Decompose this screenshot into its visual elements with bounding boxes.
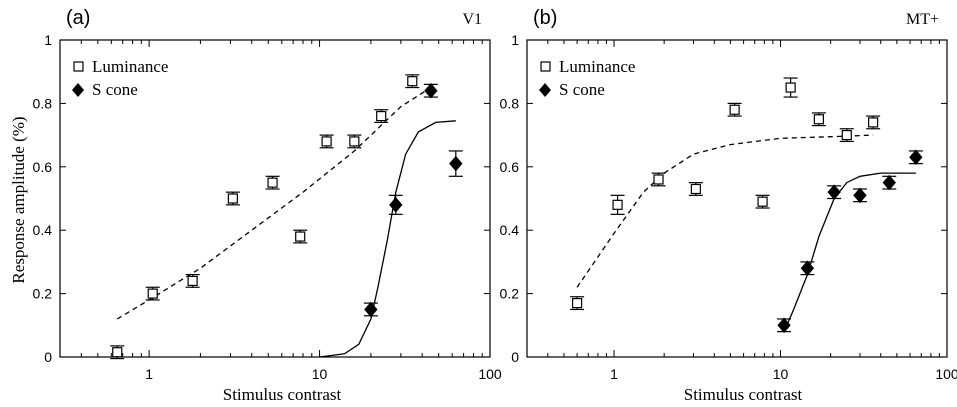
y-tick-label: 0 bbox=[44, 349, 52, 365]
legend-marker-s-cone bbox=[539, 83, 551, 97]
data-point-luminance bbox=[841, 130, 852, 141]
region-label: MT+ bbox=[906, 11, 939, 28]
x-tick-label: 10 bbox=[773, 366, 789, 382]
data-point-luminance bbox=[407, 76, 418, 87]
data-point-luminance bbox=[729, 104, 740, 115]
legend-marker-luminance bbox=[73, 61, 84, 72]
data-point-s-cone bbox=[364, 301, 378, 318]
data-point-luminance bbox=[321, 136, 332, 147]
data-point-luminance bbox=[112, 347, 123, 358]
y-tick-label: 0.4 bbox=[500, 222, 520, 238]
y-tick-label: 0.2 bbox=[500, 286, 520, 302]
data-point-s-cone bbox=[777, 317, 791, 334]
data-point-luminance bbox=[376, 110, 387, 122]
data-point-luminance bbox=[267, 177, 278, 188]
x-axis-title-a: Stimulus contrast bbox=[223, 385, 342, 404]
data-point-luminance bbox=[868, 117, 879, 128]
data-point-s-cone bbox=[424, 82, 438, 99]
data-point-s-cone bbox=[800, 260, 815, 277]
legend-label-luminance: Luminance bbox=[559, 57, 635, 76]
fit-curve-s-cone bbox=[319, 120, 456, 358]
region-label: V1 bbox=[462, 11, 482, 28]
panel-label: (b) bbox=[533, 7, 557, 29]
panel-label: (a) bbox=[66, 7, 90, 29]
legend-marker-luminance bbox=[540, 61, 551, 72]
y-tick-label: 0.4 bbox=[33, 222, 53, 238]
data-point-luminance bbox=[572, 298, 583, 309]
legend-label-s-cone: S cone bbox=[92, 80, 138, 99]
y-tick-label: 1 bbox=[44, 32, 52, 48]
data-point-luminance bbox=[349, 136, 360, 147]
y-tick-label: 0.6 bbox=[33, 159, 53, 175]
data-point-s-cone bbox=[389, 197, 403, 213]
x-tick-label: 100 bbox=[935, 366, 957, 382]
data-point-s-cone bbox=[827, 184, 841, 200]
data-point-luminance bbox=[227, 193, 238, 204]
y-tick-label: 0 bbox=[511, 349, 519, 365]
legend-marker-s-cone bbox=[72, 83, 84, 97]
data-point-s-cone bbox=[449, 155, 463, 172]
x-tick-label: 100 bbox=[478, 366, 502, 382]
data-point-luminance bbox=[187, 275, 198, 287]
panel-a: 0 0.2 0.4 0.6 0.8 1 1 10 100 (a) V1 Luminance S cone bbox=[33, 7, 502, 382]
y-tick-label: 0.8 bbox=[500, 95, 520, 111]
data-point-luminance bbox=[757, 196, 768, 207]
plot-frame-a bbox=[59, 39, 491, 358]
data-point-luminance bbox=[612, 199, 623, 210]
legend-label-s-cone: S cone bbox=[559, 80, 605, 99]
y-tick-label: 0.8 bbox=[33, 95, 53, 111]
data-point-s-cone bbox=[882, 174, 896, 191]
y-axis-title: Response amplitude (%) bbox=[9, 116, 28, 283]
fit-curve-luminance bbox=[576, 134, 874, 288]
panel-b: 0 0.2 0.4 0.6 0.8 1 1 10 100 (b) MT+ Luminance S con… bbox=[500, 7, 957, 382]
plot-frame-b bbox=[526, 39, 948, 358]
data-point-luminance bbox=[295, 231, 306, 242]
x-tick-label: 1 bbox=[145, 366, 153, 382]
y-tick-label: 1 bbox=[511, 32, 519, 48]
x-axis-title-b: Stimulus contrast bbox=[684, 385, 803, 404]
y-tick-label: 0.6 bbox=[500, 159, 520, 175]
data-point-luminance bbox=[690, 183, 701, 195]
data-point-s-cone bbox=[853, 187, 867, 204]
x-tick-label: 1 bbox=[610, 366, 618, 382]
legend-label-luminance: Luminance bbox=[92, 57, 168, 76]
x-tick-label: 10 bbox=[312, 366, 328, 382]
data-point-luminance bbox=[147, 288, 158, 299]
fit-curve-s-cone bbox=[783, 172, 916, 332]
data-point-luminance bbox=[813, 114, 824, 125]
y-tick-label: 0.2 bbox=[33, 286, 53, 302]
data-point-luminance bbox=[653, 174, 664, 185]
data-point-luminance bbox=[785, 82, 796, 93]
data-point-s-cone bbox=[909, 149, 923, 166]
